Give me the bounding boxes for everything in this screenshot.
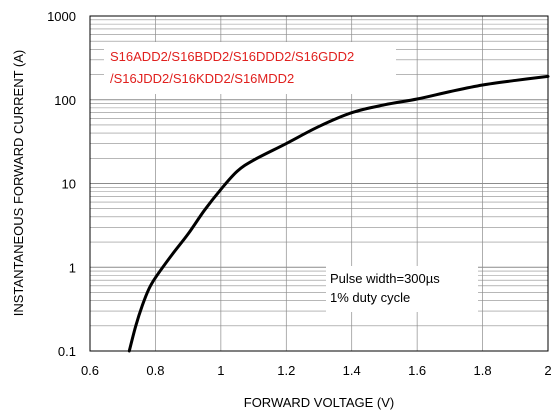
x-tick-label: 1.4 xyxy=(343,363,361,378)
x-tick-label: 1.6 xyxy=(408,363,426,378)
x-tick-label: 2 xyxy=(544,363,551,378)
x-tick-label: 1.8 xyxy=(474,363,492,378)
pulse-width-label: Pulse width=300µs xyxy=(330,271,440,286)
y-tick-label: 100 xyxy=(54,93,76,108)
y-tick-label: 10 xyxy=(62,177,76,192)
series xyxy=(127,74,550,353)
part-numbers-line1: S16ADD2/S16BDD2/S16DDD2/S16GDD2 xyxy=(110,49,354,64)
plot-frame xyxy=(89,15,549,352)
pulse-condition-box xyxy=(326,266,478,312)
tick-labels: 0.6 0.8 1 1.2 1.4 1.6 1.8 2 0.1 1 10 100 1000 xyxy=(47,9,552,378)
y-axis-label: INSTANTANEOUS FORWARD CURRENT (A) xyxy=(11,50,26,317)
x-tick-label: 0.6 xyxy=(81,363,99,378)
y-tick-label: 0.1 xyxy=(58,344,76,359)
y-tick-label: 1 xyxy=(69,260,76,275)
y-tick-label: 1000 xyxy=(47,9,76,24)
x-tick-label: 1.2 xyxy=(277,363,295,378)
x-tick-label: 1 xyxy=(217,363,224,378)
part-numbers-line2: /S16JDD2/S16KDD2/S16MDD2 xyxy=(110,71,294,86)
forward-current-curve xyxy=(127,74,550,353)
part-numbers-box xyxy=(104,42,396,94)
x-axis-label: FORWARD VOLTAGE (V) xyxy=(244,395,394,410)
x-tick-label: 0.8 xyxy=(146,363,164,378)
duty-cycle-label: 1% duty cycle xyxy=(330,290,410,305)
